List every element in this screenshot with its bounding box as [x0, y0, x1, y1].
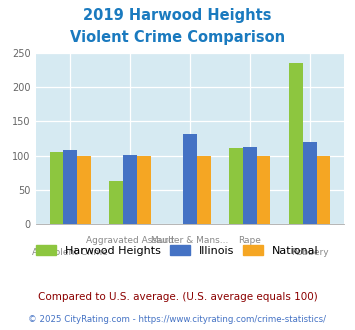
Text: Aggravated Assault: Aggravated Assault — [86, 236, 174, 245]
Text: Compared to U.S. average. (U.S. average equals 100): Compared to U.S. average. (U.S. average … — [38, 292, 317, 302]
Bar — [137, 156, 151, 224]
Bar — [109, 181, 123, 224]
Text: All Violent Crime: All Violent Crime — [32, 248, 108, 257]
Bar — [229, 148, 243, 224]
Bar — [77, 156, 91, 224]
Bar — [317, 156, 330, 224]
Bar — [303, 142, 317, 224]
Text: 2019 Harwood Heights: 2019 Harwood Heights — [83, 8, 272, 23]
Bar — [183, 135, 197, 224]
Text: Murder & Mans...: Murder & Mans... — [151, 236, 229, 245]
Bar — [243, 147, 257, 224]
Bar — [63, 150, 77, 224]
Text: © 2025 CityRating.com - https://www.cityrating.com/crime-statistics/: © 2025 CityRating.com - https://www.city… — [28, 315, 327, 324]
Bar — [257, 156, 271, 224]
Bar — [123, 155, 137, 224]
Bar — [50, 152, 63, 224]
Text: Rape: Rape — [238, 236, 261, 245]
Bar — [289, 63, 303, 224]
Text: Robbery: Robbery — [291, 248, 328, 257]
Legend: Harwood Heights, Illinois, National: Harwood Heights, Illinois, National — [32, 240, 323, 260]
Text: Violent Crime Comparison: Violent Crime Comparison — [70, 30, 285, 45]
Bar — [197, 156, 211, 224]
